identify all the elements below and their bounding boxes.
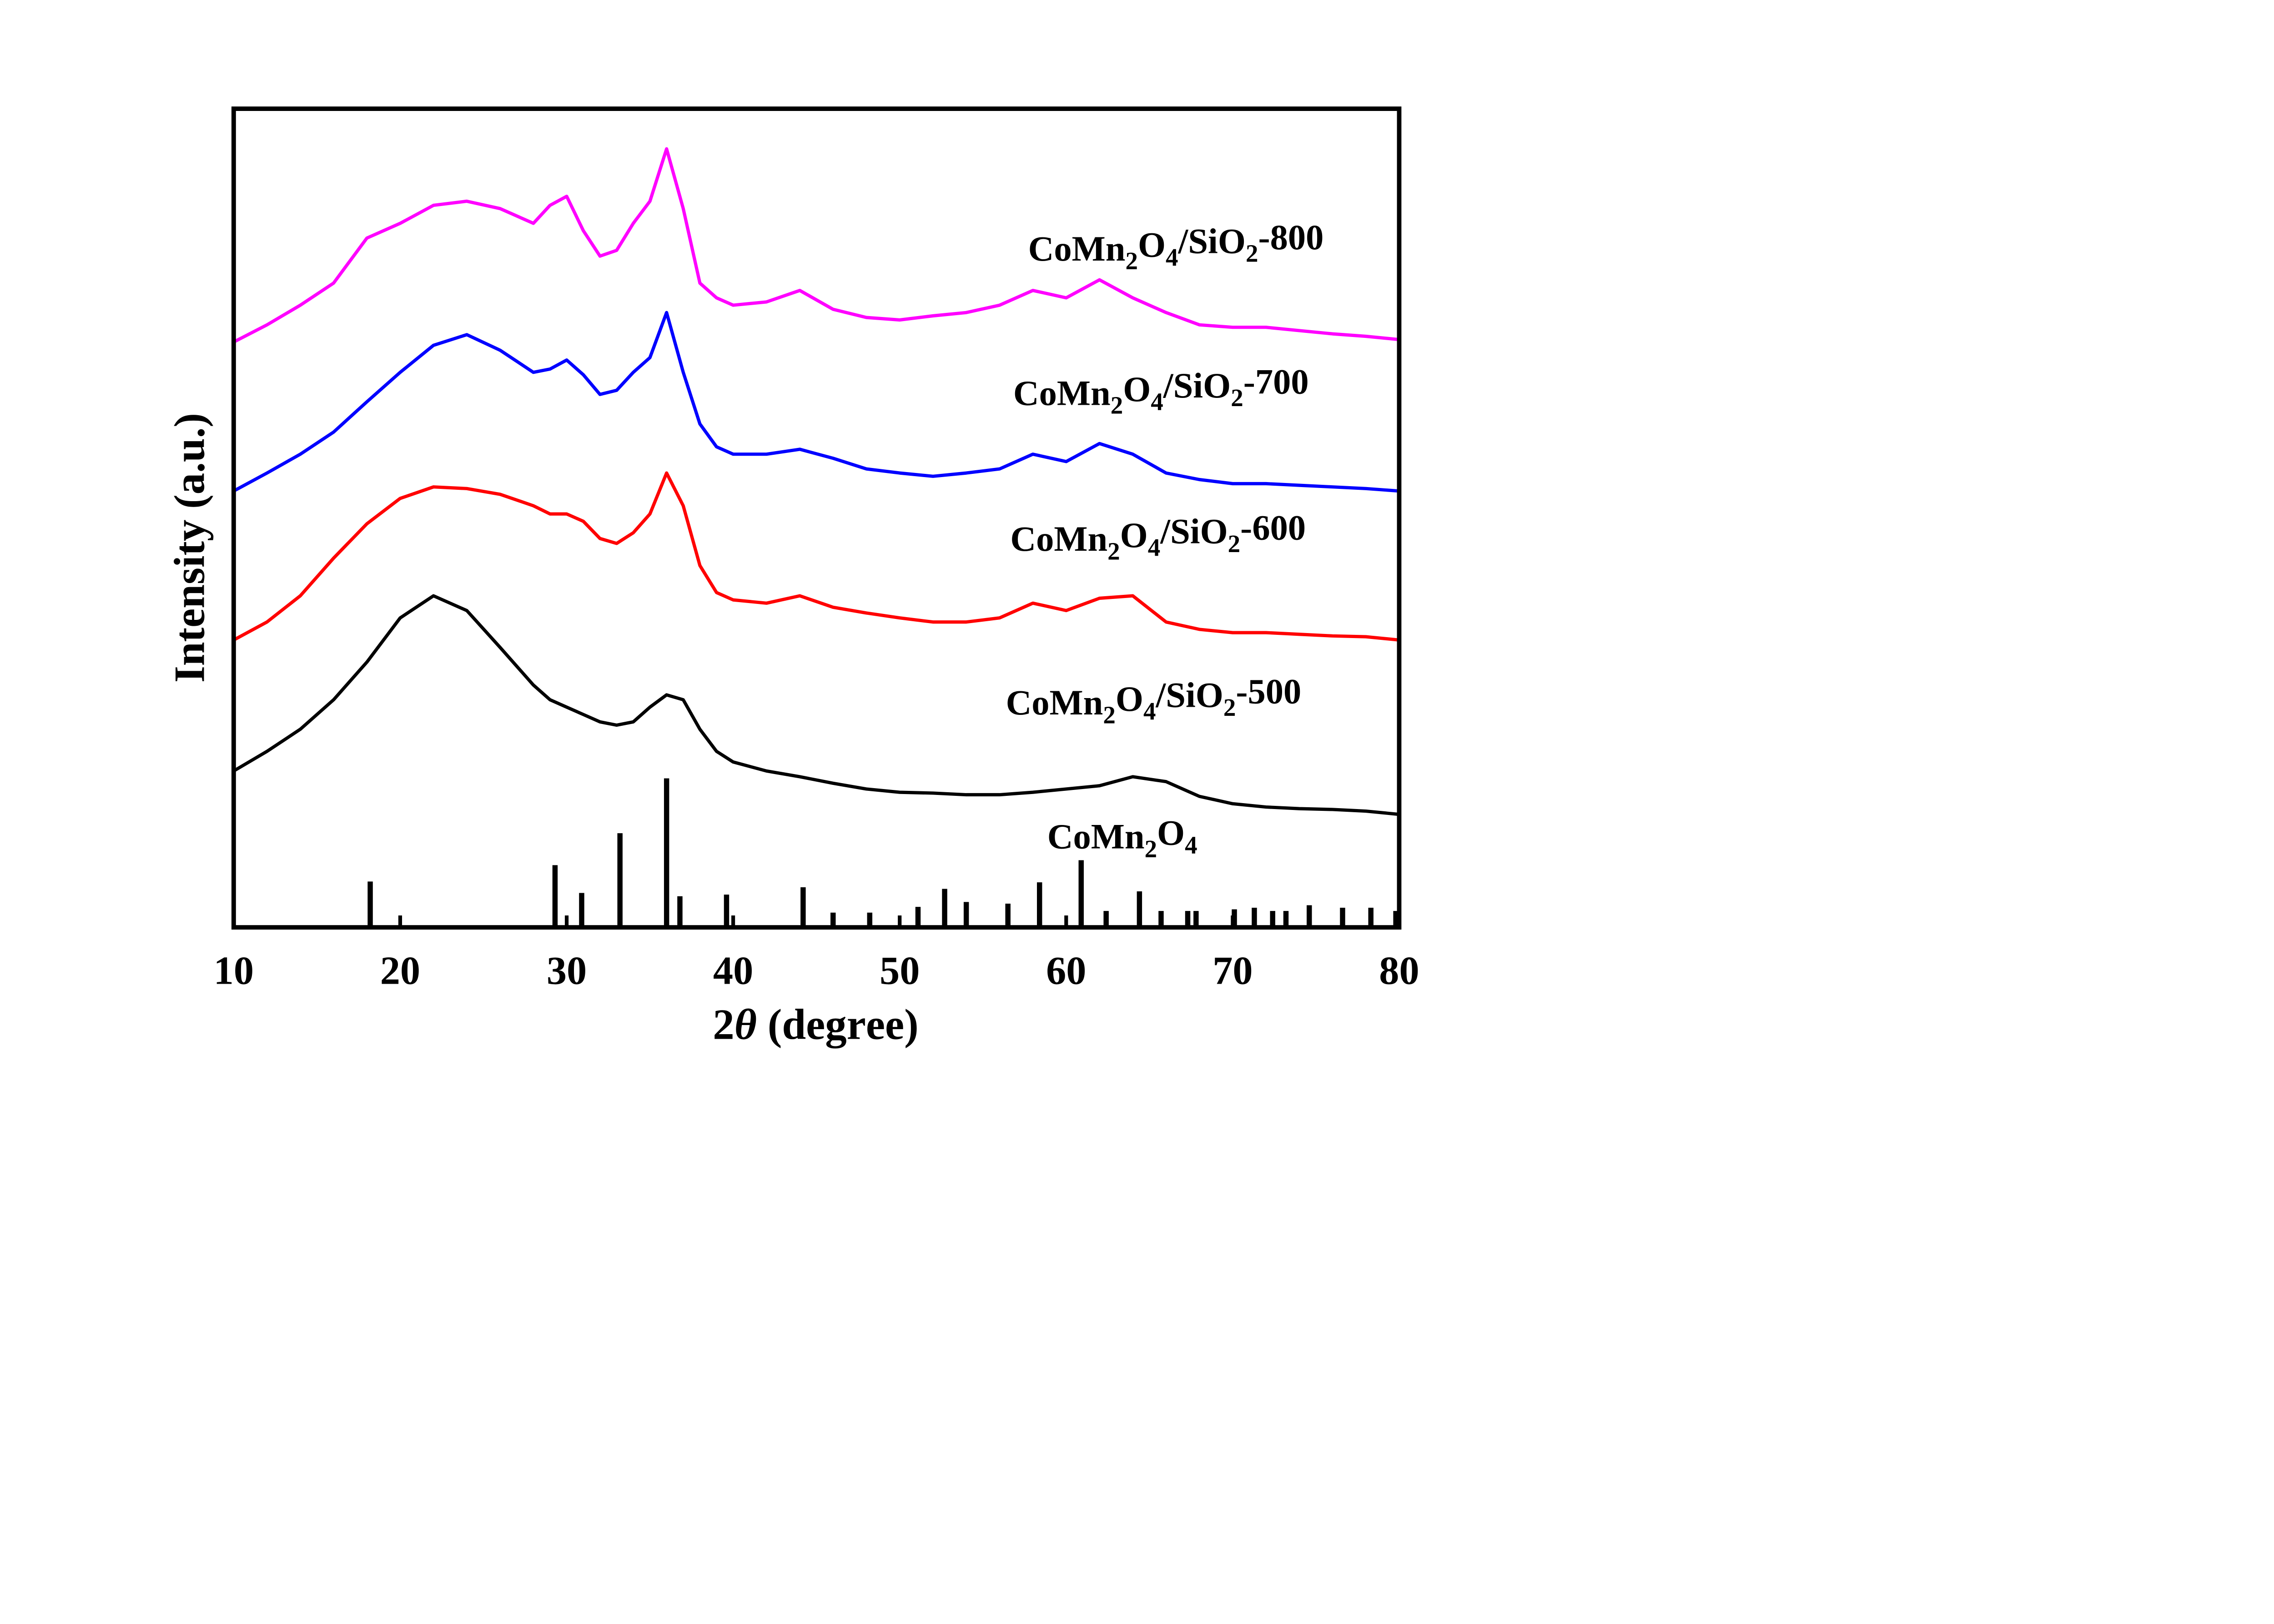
x-tick-label: 70 (1212, 949, 1253, 993)
series-label: CoMn2​O4​/SiO2​-800 (1028, 217, 1324, 275)
series-label: CoMn2​O4​/SiO2​-700 (1013, 362, 1309, 419)
x-tick-label: 10 (214, 949, 254, 993)
x-tick-label: 60 (1046, 949, 1086, 993)
x-tick-label: 80 (1379, 949, 1419, 993)
series-line (233, 594, 1399, 816)
x-tick-label: 50 (880, 949, 920, 993)
x-axis-label: 2θ (degree) (713, 1001, 918, 1049)
series-line (233, 147, 1399, 344)
series-line (233, 311, 1399, 493)
reference-label: CoMn2​O4​ (1047, 813, 1197, 862)
y-axis-label: Intensity (a.u.) (165, 413, 213, 683)
x-tick-label: 40 (713, 949, 753, 993)
series-label: CoMn2​O4​/SiO2​-500 (1006, 671, 1302, 729)
x-tick-label: 30 (547, 949, 587, 993)
plot-frame (231, 106, 1402, 930)
series-label: CoMn2​O4​/SiO2​-600 (1010, 508, 1306, 565)
x-tick-label: 20 (380, 949, 420, 993)
series-line (233, 471, 1399, 642)
